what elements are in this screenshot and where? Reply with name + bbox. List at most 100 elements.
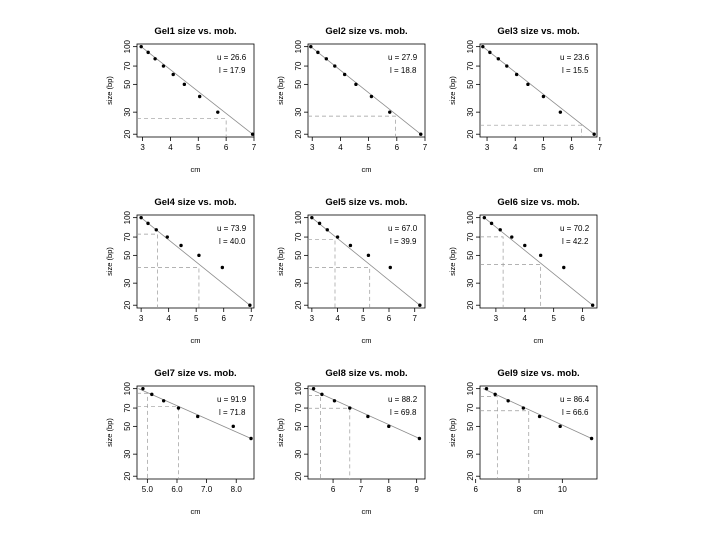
data-point bbox=[196, 414, 200, 419]
panel-gel3: Gel3 size vs. mob. 3 4 5 6 7 cm 20 30 50 70 100 size… bbox=[448, 26, 603, 174]
data-point bbox=[505, 64, 509, 68]
y-tick-label: 100 bbox=[123, 210, 132, 224]
guide-line-l bbox=[308, 267, 371, 308]
panel-gel2: Gel2 size vs. mob. 3 4 5 6 7 cm 20 30 50 70 100 size… bbox=[276, 26, 428, 174]
data-point bbox=[250, 132, 255, 136]
y-tick-label: 20 bbox=[294, 300, 303, 309]
data-point bbox=[354, 82, 358, 87]
plot-frame bbox=[479, 214, 598, 309]
x-tick-label: 7 bbox=[252, 143, 257, 152]
y-tick-label: 50 bbox=[294, 79, 303, 88]
y-tick-label: 70 bbox=[123, 232, 132, 241]
x-tick-label: 5 bbox=[196, 143, 201, 152]
l-annotation: l = 15.5 bbox=[562, 66, 589, 75]
x-tick-label: 5 bbox=[551, 314, 556, 323]
y-tick-label: 20 bbox=[123, 129, 132, 138]
l-annotation: l = 71.8 bbox=[219, 408, 246, 417]
panel-gel6: Gel6 size vs. mob. 3 4 5 6 cm 20 30 50 70 100 size … bbox=[448, 197, 598, 345]
x-tick-label: 7 bbox=[249, 314, 254, 323]
panel-gel5: Gel5 size vs. mob. 3 4 5 6 7 cm 20 30 50 70 100 size… bbox=[276, 197, 426, 345]
data-point bbox=[333, 64, 337, 68]
data-point bbox=[558, 110, 563, 114]
data-point bbox=[309, 44, 313, 49]
x-tick-label: 6 bbox=[331, 485, 336, 494]
y-tick-label: 30 bbox=[294, 449, 303, 458]
data-point bbox=[139, 215, 143, 220]
y-tick-label: 50 bbox=[466, 250, 475, 259]
data-point bbox=[488, 50, 492, 55]
x-tick-label: 6 bbox=[395, 143, 400, 152]
guide-line-l bbox=[137, 406, 179, 479]
fit-line bbox=[138, 388, 252, 439]
x-tick-label: 6 bbox=[580, 314, 585, 323]
panel-gel4: Gel4 size vs. mob. 3 4 5 6 7 cm 20 30 50 70 100 size… bbox=[105, 197, 255, 345]
l-annotation: l = 40.0 bbox=[219, 237, 246, 246]
data-point bbox=[592, 132, 596, 136]
y-tick-label: 70 bbox=[294, 232, 303, 241]
data-point bbox=[182, 82, 187, 87]
x-tick-label: 7 bbox=[598, 143, 603, 152]
fit-line bbox=[310, 46, 422, 135]
plot-frame bbox=[307, 43, 426, 138]
x-tick-label: 6 bbox=[473, 485, 478, 494]
data-point bbox=[316, 50, 320, 55]
data-point bbox=[417, 436, 422, 441]
l-annotation: l = 66.6 bbox=[562, 408, 589, 417]
y-tick-label: 50 bbox=[294, 421, 303, 430]
l-annotation: l = 42.2 bbox=[562, 237, 589, 246]
plot-frame bbox=[479, 385, 598, 480]
data-point bbox=[179, 243, 183, 248]
x-tick-label: 6 bbox=[224, 143, 229, 152]
guide-line-u bbox=[480, 124, 582, 137]
x-tick-label: 10 bbox=[558, 485, 567, 494]
guide-line-u bbox=[137, 392, 148, 479]
y-tick-label: 20 bbox=[466, 129, 475, 138]
y-tick-label: 100 bbox=[466, 381, 475, 395]
x-tick-label: 3 bbox=[139, 314, 144, 323]
y-tick-label: 20 bbox=[294, 129, 303, 138]
x-tick-label: 3 bbox=[140, 143, 145, 152]
plot-frame bbox=[307, 385, 426, 480]
panel-title: Gel7 size vs. mob. bbox=[154, 368, 236, 379]
data-point bbox=[154, 228, 158, 232]
data-point bbox=[310, 215, 314, 220]
u-annotation: u = 70.2 bbox=[560, 224, 590, 233]
y-tick-label: 30 bbox=[123, 278, 132, 287]
y-tick-label: 30 bbox=[466, 107, 475, 116]
panel-gel7: Gel7 size vs. mob. 5.0 6.0 7.0 8.0 cm 20 30 50 70… bbox=[105, 368, 255, 516]
data-point bbox=[388, 110, 392, 114]
data-point bbox=[562, 265, 566, 270]
data-point bbox=[538, 253, 543, 258]
x-tick-label: 7.0 bbox=[201, 485, 213, 494]
x-tick-label: 3 bbox=[310, 314, 315, 323]
u-annotation: u = 67.0 bbox=[388, 224, 418, 233]
y-tick-label: 100 bbox=[294, 210, 303, 224]
x-tick-label: 6 bbox=[387, 314, 392, 323]
data-point bbox=[366, 253, 371, 258]
guide-line-u bbox=[137, 233, 158, 308]
data-point bbox=[418, 303, 422, 307]
x-axis-label: cm bbox=[191, 165, 201, 174]
y-axis-label: size (bp) bbox=[276, 247, 285, 276]
plot-frame bbox=[136, 385, 255, 480]
panel-title: Gel1 size vs. mob. bbox=[154, 26, 236, 37]
y-tick-label: 20 bbox=[466, 471, 475, 480]
y-tick-label: 30 bbox=[294, 107, 303, 116]
x-tick-label: 7 bbox=[412, 314, 417, 323]
data-point bbox=[324, 57, 329, 61]
y-tick-label: 50 bbox=[294, 250, 303, 259]
data-point bbox=[506, 399, 510, 403]
y-axis-label: size (bp) bbox=[105, 418, 114, 447]
data-point bbox=[146, 50, 150, 55]
data-point bbox=[493, 392, 497, 397]
y-tick-label: 70 bbox=[294, 61, 303, 70]
guide-line-l bbox=[480, 410, 530, 479]
fit-line bbox=[140, 217, 251, 306]
y-axis-label: size (bp) bbox=[105, 247, 114, 276]
data-point bbox=[419, 132, 423, 136]
data-point bbox=[171, 72, 175, 77]
y-tick-label: 100 bbox=[294, 39, 303, 53]
u-annotation: u = 26.6 bbox=[217, 53, 247, 62]
panel-gel8: Gel8 size vs. mob. 6 7 8 9 cm 20 30 50 70 100 size … bbox=[276, 368, 426, 516]
